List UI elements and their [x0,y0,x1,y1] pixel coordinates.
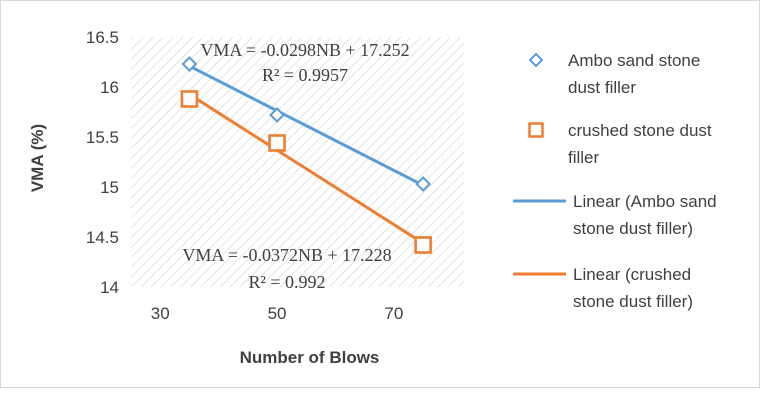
legend-label: Linear (Ambo sand [573,192,717,211]
diamond-marker [181,56,198,72]
trendline-r-squared: R² = 0.992 [248,272,325,292]
y-axis-title: VMA (%) [28,124,47,192]
x-axis-title: Number of Blows [240,348,380,367]
trendline-2 [187,92,425,245]
y-tick-label: 15 [100,178,119,197]
legend-square-icon [528,122,544,138]
y-tick-label: 14.5 [86,228,119,247]
trendline-equation: VMA = -0.0372NB + 17.228 [182,245,391,265]
diamond-marker [415,176,432,192]
legend-label: stone dust filler) [573,292,693,311]
y-tick-label: 14 [100,278,119,297]
x-tick-label: 50 [268,304,287,323]
legend-label: stone dust filler) [573,219,693,238]
legend-label: Ambo sand stone [568,51,700,70]
trendline-equation: VMA = -0.0298NB + 17.252 [200,40,409,60]
y-tick-label: 16 [100,78,119,97]
square-marker [414,236,432,254]
legend-label: crushed stone dust [568,121,712,140]
chart-frame: 14 14.5 15 15.5 16 16.5 30 50 70 VMA = -0.0298NB… [0,0,760,388]
trendline-1 [187,64,425,187]
square-marker [180,90,199,108]
square-marker [268,134,286,152]
x-tick-label: 30 [151,304,170,323]
legend-diamond-icon [528,52,544,68]
y-tick-label: 15.5 [86,128,119,147]
y-tick-label: 16.5 [86,28,119,47]
legend-label: Linear (crushed [573,265,691,284]
diamond-marker [269,107,285,123]
x-tick-label: 70 [384,304,403,323]
trendline-r-squared: R² = 0.9957 [262,65,348,85]
legend-label: filler [568,148,600,167]
legend-label: dust filler [568,78,636,97]
